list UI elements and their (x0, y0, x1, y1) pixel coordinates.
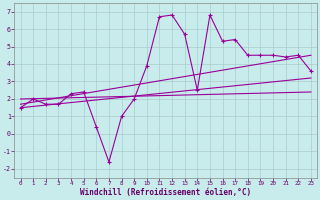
X-axis label: Windchill (Refroidissement éolien,°C): Windchill (Refroidissement éolien,°C) (80, 188, 251, 197)
